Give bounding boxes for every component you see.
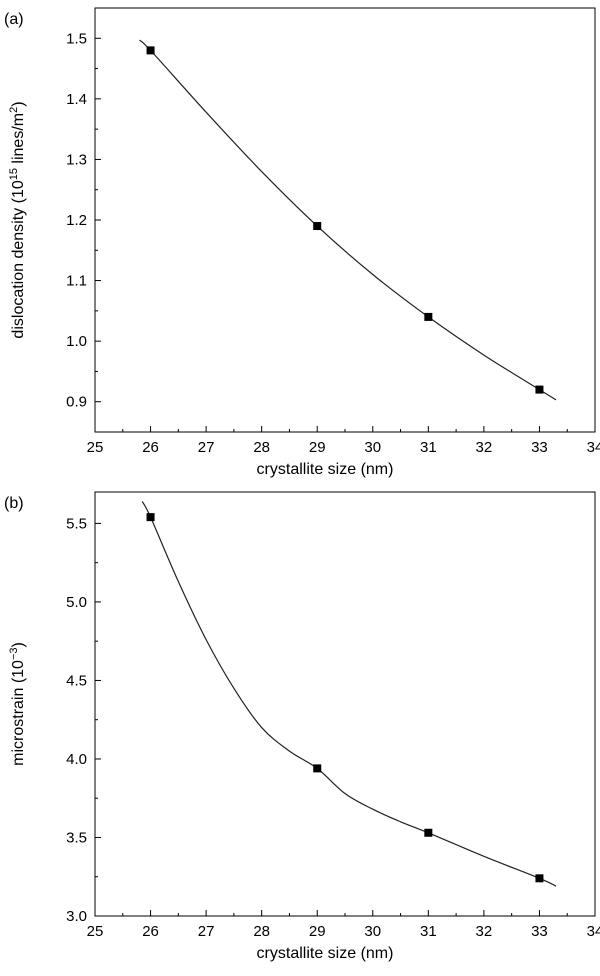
- y-tick-label: 4.0: [66, 751, 87, 768]
- data-point: [146, 513, 155, 522]
- data-point: [535, 385, 544, 394]
- y-tick-label: 3.5: [66, 829, 87, 846]
- y-axis-title: dislocation density (1015 lines/m2): [8, 101, 27, 338]
- data-point: [424, 312, 433, 321]
- data-point: [313, 222, 322, 231]
- data-point: [424, 828, 433, 837]
- y-axis-title-sup1: 15: [8, 168, 20, 180]
- y-tick-label: 5.0: [66, 594, 87, 611]
- x-tick-label: 34: [587, 439, 600, 456]
- data-point: [313, 764, 322, 773]
- x-tick-label: 28: [253, 439, 270, 456]
- x-tick-label: 26: [142, 923, 159, 940]
- y-tick-label: 3.0: [66, 908, 87, 925]
- x-tick-label: 31: [420, 439, 437, 456]
- panel-a: (a) 25 26 27 28 29 30 31 32 33 34 0.9 1.0 1.1 1.2 1.3 1.…: [4, 7, 600, 478]
- y-axis-title-mid: lines/m: [10, 113, 27, 168]
- fit-curve: [139, 39, 557, 401]
- x-axis-title: crystallite size (nm): [257, 461, 394, 478]
- x-tick-label: 29: [309, 439, 326, 456]
- x-tick-label: 32: [476, 923, 493, 940]
- y-tick-label: 1.1: [66, 273, 87, 290]
- x-axis-title: crystallite size (nm): [257, 945, 394, 962]
- data-point: [535, 874, 544, 883]
- fit-curve: [141, 501, 557, 887]
- x-tick-label: 27: [198, 439, 215, 456]
- y-tick-label: 5.5: [66, 515, 87, 532]
- y-axis-title-end: ): [10, 101, 27, 106]
- y-axis-title: microstrain (10−3): [8, 642, 27, 766]
- x-tick-label: 30: [364, 923, 381, 940]
- plot-frame: [94, 491, 596, 917]
- y-axis-title-main: dislocation density (10: [10, 180, 27, 338]
- y-tick-label: 4.5: [66, 672, 87, 689]
- x-tick-label: 34: [587, 923, 600, 940]
- x-tick-label: 33: [531, 439, 548, 456]
- x-tick-label: 30: [364, 439, 381, 456]
- data-point: [146, 46, 155, 55]
- panel-label: (a): [4, 11, 24, 28]
- x-tick-label: 27: [198, 923, 215, 940]
- x-tick-label: 25: [87, 923, 104, 940]
- y-axis-title-mid: ): [10, 642, 27, 647]
- x-tick-label: 31: [420, 923, 437, 940]
- y-axis-title-sup2: 2: [8, 107, 20, 113]
- x-tick-label: 25: [87, 439, 104, 456]
- y-tick-label: 1.2: [66, 212, 87, 229]
- x-tick-label: 33: [531, 923, 548, 940]
- x-tick-label: 28: [253, 923, 270, 940]
- panel-label: (b): [4, 495, 24, 512]
- y-tick-label: 1.3: [66, 151, 87, 168]
- y-tick-label: 1.0: [66, 333, 87, 350]
- y-tick-label: 0.9: [66, 394, 87, 411]
- y-axis-title-main: microstrain (10: [10, 660, 27, 766]
- y-tick-label: 1.4: [66, 91, 87, 108]
- y-axis-title-sup1: −3: [8, 647, 20, 660]
- x-tick-label: 29: [309, 923, 326, 940]
- panel-b: (b) 25 26 27 28 29 30 31 32 33 34 3.0 3.5 4.0 4.5 5.0 5.…: [4, 491, 600, 962]
- y-tick-label: 1.5: [66, 30, 87, 47]
- x-tick-label: 26: [142, 439, 159, 456]
- x-tick-label: 32: [476, 439, 493, 456]
